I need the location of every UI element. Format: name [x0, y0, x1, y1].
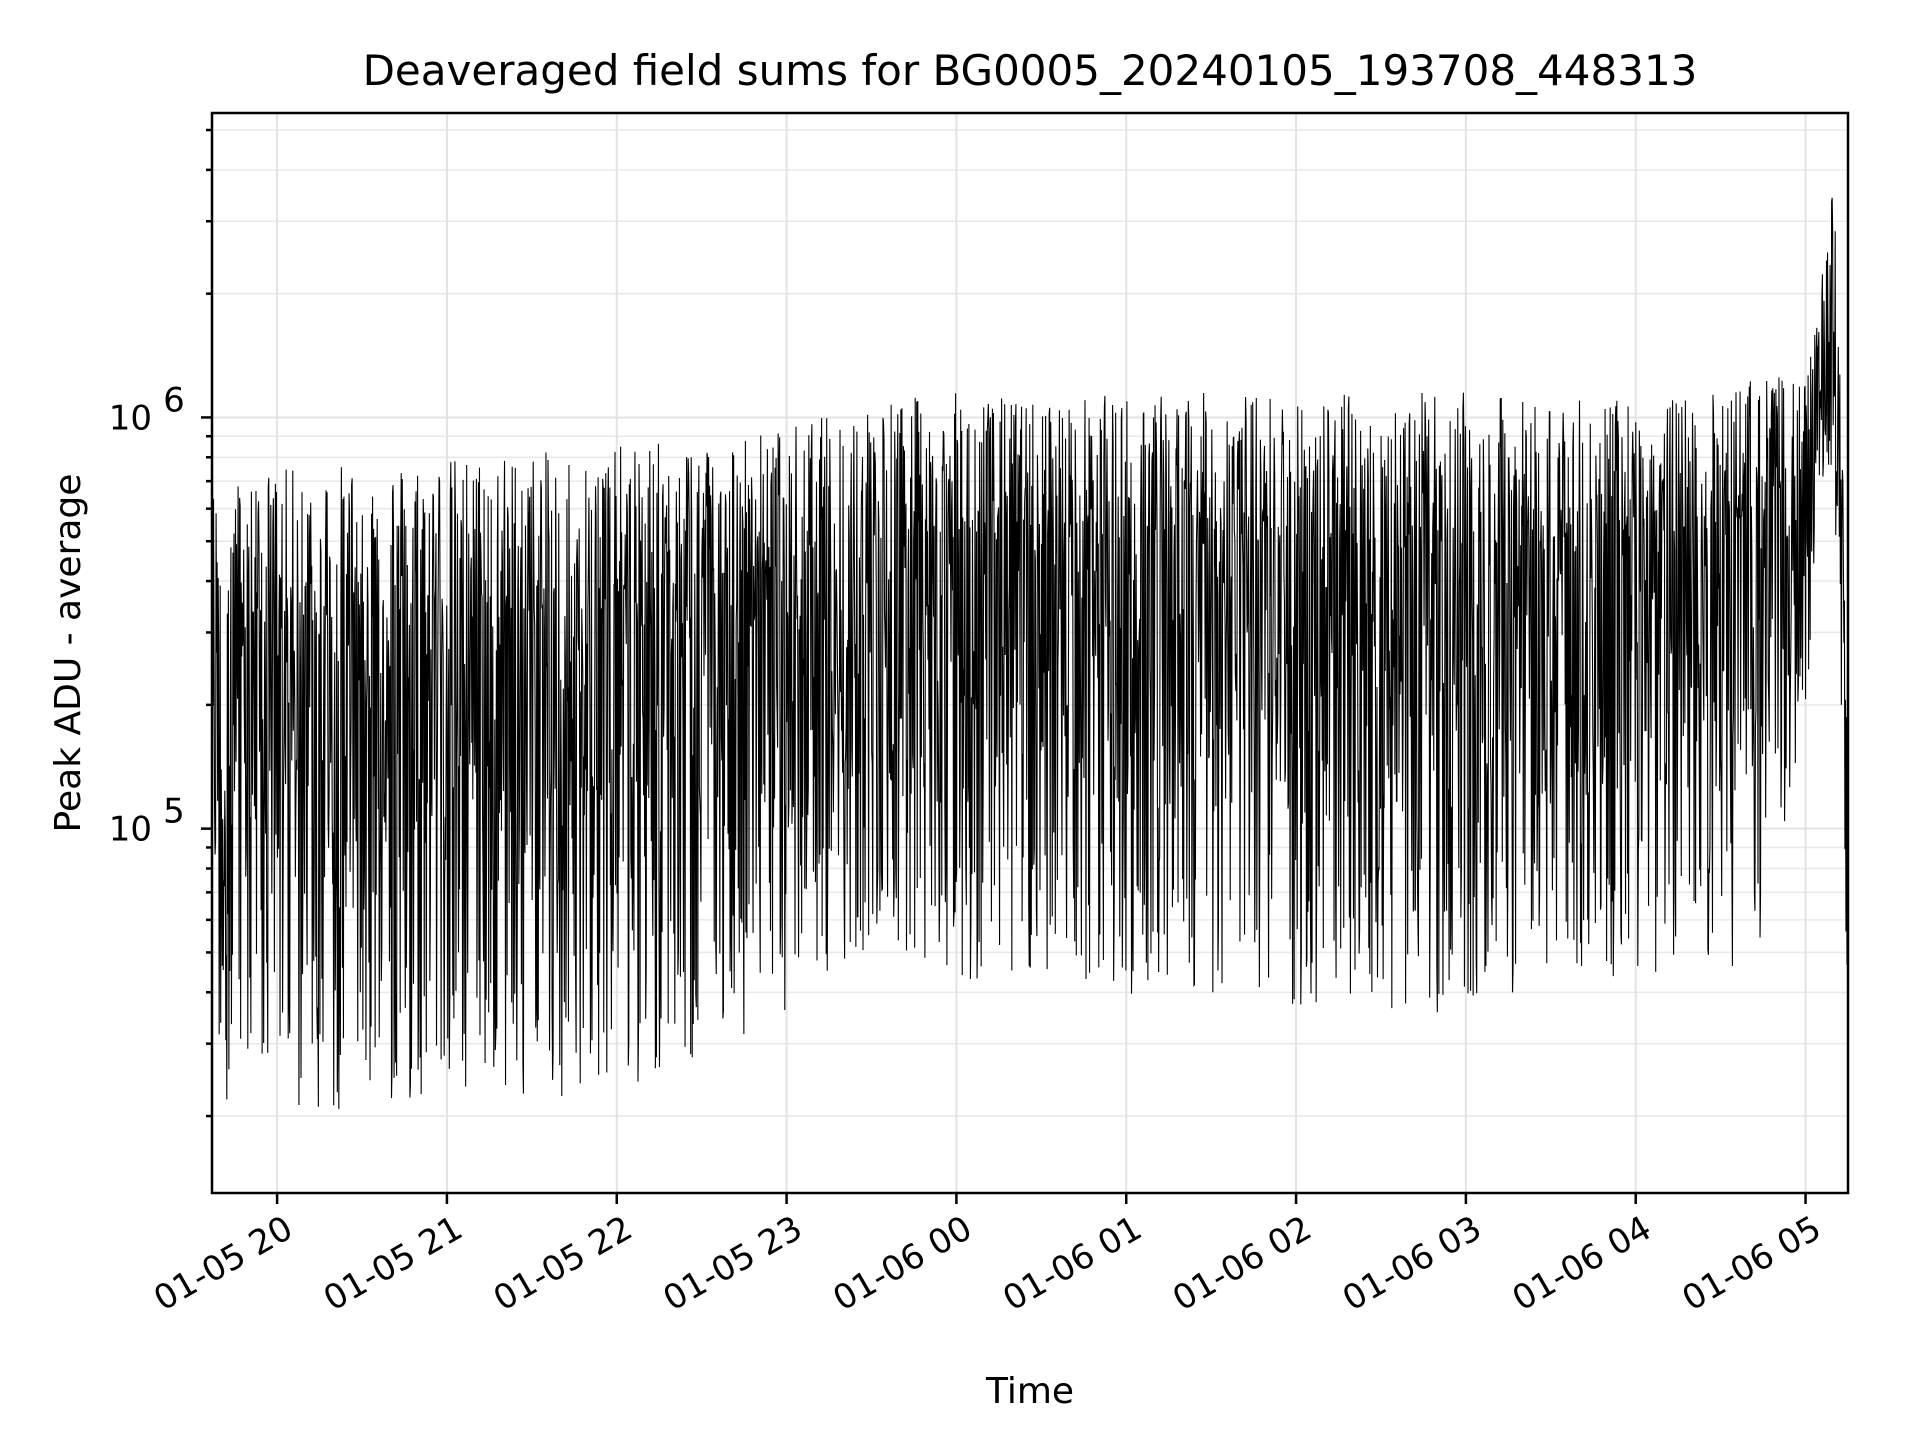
y-axis: 10 5 10 6: [109, 128, 212, 1118]
y-axis-label: Peak ADU - average: [48, 474, 89, 833]
x-tick-label: 01-06 00: [827, 1208, 979, 1319]
plot-area: [211, 197, 1849, 1109]
x-axis: 01-05 20 01-05 21 01-05 22 01-05 23 01-06 00…: [147, 1193, 1828, 1319]
x-tick-label: 01-06 02: [1166, 1208, 1318, 1319]
y-tick-exponent: 6: [163, 380, 185, 420]
x-axis-label: Time: [985, 1371, 1074, 1412]
series-line: [211, 197, 1849, 1109]
plot-frame: [210, 111, 1850, 1195]
x-tick-label: 01-06 05: [1676, 1208, 1828, 1319]
y-tick-label: 10: [109, 398, 152, 438]
x-tick-label: 01-05 22: [487, 1208, 639, 1319]
x-tick-label: 01-05 23: [657, 1208, 809, 1319]
x-tick-label: 01-06 01: [996, 1208, 1148, 1319]
x-tick-label: 01-05 20: [147, 1208, 299, 1319]
chart-title: Deaveraged field sums for BG0005_2024010…: [363, 46, 1698, 95]
x-tick-label: 01-06 04: [1506, 1208, 1658, 1319]
y-tick-exponent: 5: [163, 792, 185, 832]
y-tick-label: 10: [109, 810, 152, 850]
x-tick-label: 01-05 21: [317, 1208, 469, 1319]
x-tick-label: 01-06 03: [1336, 1208, 1488, 1319]
